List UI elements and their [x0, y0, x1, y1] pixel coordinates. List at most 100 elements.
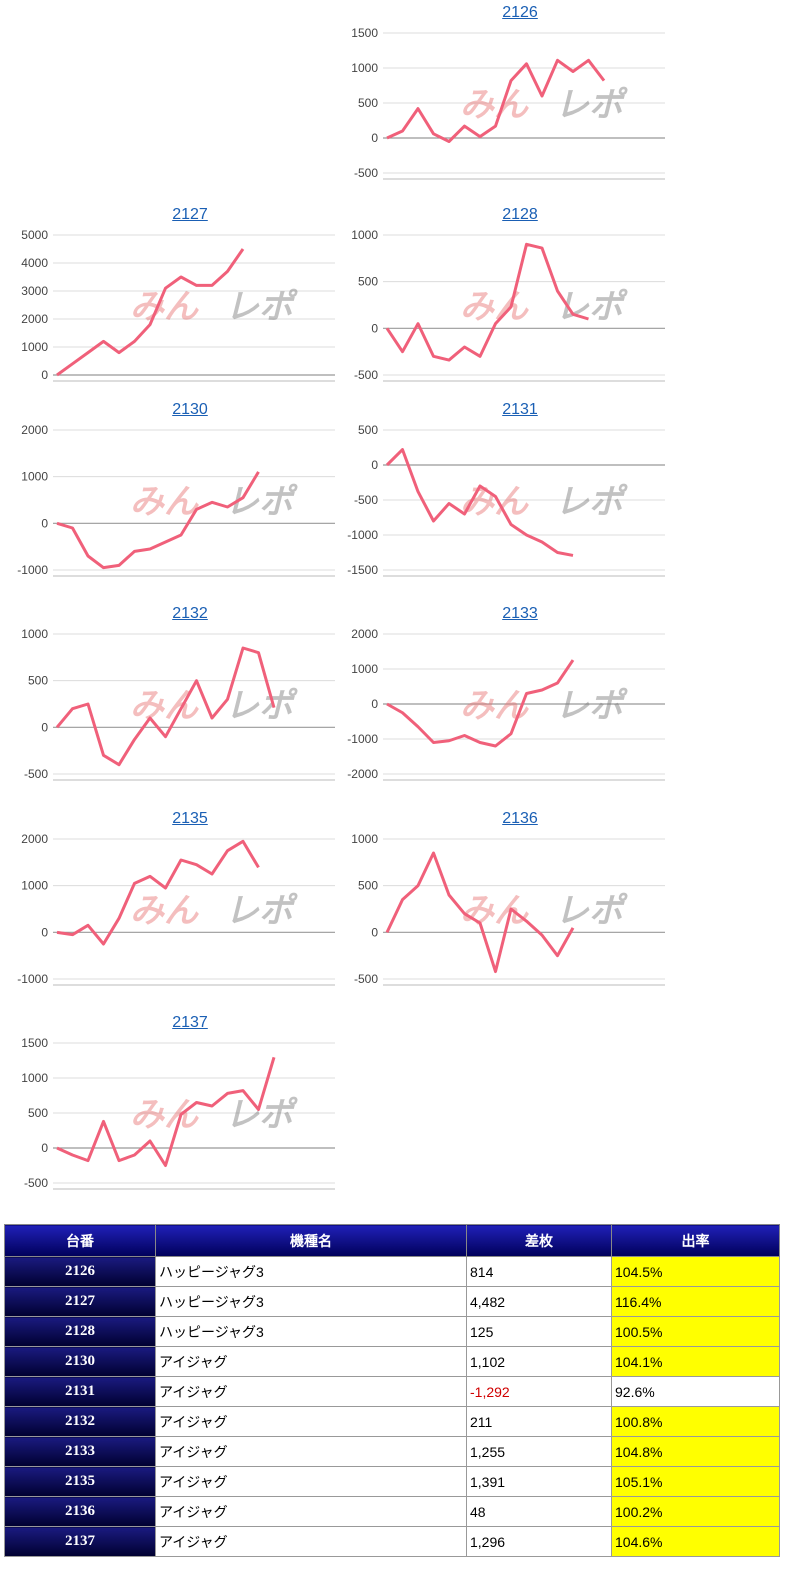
y-tick-label: 1000: [21, 627, 48, 641]
watermark-logo-left: みん: [130, 686, 199, 726]
chart-title-link[interactable]: 2132: [172, 605, 208, 622]
coin-difference-cell: -1,292: [466, 1376, 612, 1407]
model-name-cell: アイジャグ: [155, 1496, 467, 1527]
chart-2127: 2127 5000 4000 3000 2000 1000 0 みん レポ: [20, 206, 360, 396]
watermark-logo-right: レポ: [555, 287, 628, 327]
chart-svg: 2000 1000 0 -1000 -2000 みん レポ: [347, 627, 665, 781]
chart-svg: 1000 500 0 -500 みん レポ: [351, 228, 665, 382]
payout-rate-cell: 104.8%: [611, 1436, 780, 1467]
model-name-cell: アイジャグ: [155, 1466, 467, 1497]
payout-rate-cell: 104.1%: [611, 1346, 780, 1377]
payout-rate-cell: 104.6%: [611, 1526, 780, 1557]
chart-2130: 2130 2000 1000 0 -1000 みん レポ: [17, 401, 360, 591]
chart-title-link[interactable]: 2128: [502, 206, 538, 223]
table-row: 2135 アイジャグ 1,391 105.1%: [4, 1466, 780, 1497]
table-row: 2130 アイジャグ 1,102 104.1%: [4, 1346, 780, 1377]
table-row: 2136 アイジャグ 48 100.2%: [4, 1496, 780, 1527]
chart-title-link[interactable]: 2133: [502, 605, 538, 622]
machine-number-cell: 2127: [4, 1286, 156, 1317]
y-tick-label: -500: [354, 493, 378, 507]
y-tick-label: 1500: [351, 26, 378, 40]
chart-title-link[interactable]: 2135: [172, 810, 208, 827]
payout-rate-cell: 105.1%: [611, 1466, 780, 1497]
model-name-cell: アイジャグ: [155, 1436, 467, 1467]
chart-svg: 1000 500 0 -500 みん レポ: [21, 627, 335, 781]
y-tick-label: 500: [28, 1106, 48, 1120]
model-name-cell: ハッピージャグ3: [155, 1286, 467, 1317]
model-name-cell: アイジャグ: [155, 1526, 467, 1557]
y-tick-label: 0: [41, 720, 48, 734]
y-tick-label: -500: [24, 767, 48, 781]
y-tick-label: 0: [371, 131, 378, 145]
chart-title-link[interactable]: 2136: [502, 810, 538, 827]
y-tick-label: 1000: [21, 1071, 48, 1085]
chart-2132: 2132 1000 500 0 -500 みん レポ: [20, 605, 360, 795]
results-table: 台番 機種名 差枚 出率 2126 ハッピージャグ3 814 104.5% 2127 ハッ…: [4, 1224, 780, 1557]
y-tick-label: -500: [354, 368, 378, 382]
y-tick-label: -500: [354, 166, 378, 180]
y-tick-label: -1000: [17, 972, 48, 986]
payout-rate-cell: 116.4%: [611, 1286, 780, 1317]
y-tick-label: -1000: [17, 563, 48, 577]
y-tick-label: 0: [41, 368, 48, 382]
y-tick-label: 5000: [21, 228, 48, 242]
series-line: [386, 659, 575, 748]
chart-title-link[interactable]: 2137: [172, 1014, 208, 1031]
series-line: [385, 448, 574, 557]
chart-title-link[interactable]: 2127: [172, 206, 208, 223]
y-tick-label: 1000: [21, 470, 48, 484]
machine-number-cell: 2130: [4, 1346, 156, 1377]
header-model-name: 機種名: [155, 1224, 467, 1257]
model-name-cell: アイジャグ: [155, 1406, 467, 1437]
y-tick-label: 2000: [21, 423, 48, 437]
machine-number-cell: 2137: [4, 1526, 156, 1557]
y-tick-label: 500: [358, 275, 378, 289]
y-tick-label: -1000: [347, 528, 378, 542]
coin-difference-cell: 1,255: [466, 1436, 612, 1467]
payout-rate-cell: 92.6%: [611, 1376, 780, 1407]
coin-difference-cell: 125: [466, 1316, 612, 1347]
y-tick-label: 2000: [21, 832, 48, 846]
table-row: 2127 ハッピージャグ3 4,482 116.4%: [4, 1286, 780, 1317]
y-tick-label: 1000: [21, 340, 48, 354]
chart-title-link[interactable]: 2131: [502, 401, 538, 418]
model-name-cell: アイジャグ: [155, 1376, 467, 1407]
y-tick-label: 1000: [351, 228, 378, 242]
table-row: 2128 ハッピージャグ3 125 100.5%: [4, 1316, 780, 1347]
machine-number-cell: 2128: [4, 1316, 156, 1347]
y-tick-label: 1000: [21, 879, 48, 893]
y-tick-label: -500: [24, 1176, 48, 1190]
y-tick-label: 1000: [351, 61, 378, 75]
series-line: [385, 242, 589, 362]
watermark-logo-right: レポ: [555, 482, 628, 522]
model-name-cell: ハッピージャグ3: [155, 1316, 467, 1347]
model-name-cell: ハッピージャグ3: [155, 1256, 467, 1287]
y-tick-label: 2000: [351, 627, 378, 641]
y-tick-label: 2000: [21, 312, 48, 326]
y-tick-label: 0: [41, 925, 48, 939]
table-header-row: 台番 機種名 差枚 出率: [4, 1224, 780, 1257]
chart-title-link[interactable]: 2126: [502, 4, 538, 21]
y-tick-label: -1500: [347, 563, 378, 577]
chart-2128: 2128 1000 500 0 -500 みん レポ: [350, 206, 690, 396]
header-payout-rate: 出率: [611, 1224, 780, 1257]
y-tick-label: 1000: [351, 662, 378, 676]
y-tick-label: 4000: [21, 256, 48, 270]
watermark-logo-left: みん: [130, 1095, 199, 1135]
watermark-logo-left: みん: [460, 686, 529, 726]
y-tick-label: 500: [28, 674, 48, 688]
chart-2136: 2136 1000 500 0 -500 みん レポ: [350, 810, 690, 1000]
machine-number-cell: 2131: [4, 1376, 156, 1407]
header-machine-number: 台番: [4, 1224, 156, 1257]
machine-number-cell: 2135: [4, 1466, 156, 1497]
watermark-logo-right: レポ: [225, 287, 298, 327]
table-row: 2133 アイジャグ 1,255 104.8%: [4, 1436, 780, 1467]
chart-title-link[interactable]: 2130: [172, 401, 208, 418]
y-tick-label: 1000: [351, 832, 378, 846]
